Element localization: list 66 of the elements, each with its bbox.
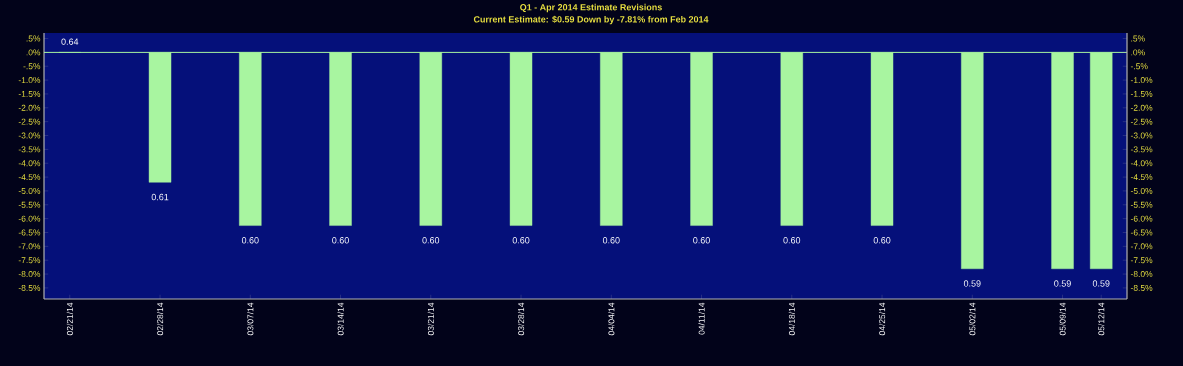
x-tick-label: 03/28/14 bbox=[517, 302, 525, 336]
x-tick-label: 03/21/14 bbox=[427, 302, 434, 336]
x-tick-label: 02/21/14 bbox=[66, 302, 73, 336]
y2-tick-label: -6.5% bbox=[1130, 229, 1153, 236]
annotation: 0.60 bbox=[512, 237, 530, 244]
annotation: 0.60 bbox=[422, 237, 440, 244]
y2-tick-label: -6.0% bbox=[1130, 215, 1153, 222]
y-tick-label: -6.5% bbox=[18, 229, 41, 236]
y2-tick-label: -7.5% bbox=[1130, 257, 1153, 264]
y2-tick-label: -5.5% bbox=[1130, 201, 1153, 208]
annotation: 0.60 bbox=[602, 237, 620, 244]
y2-tick-label: -2.5% bbox=[1130, 118, 1153, 125]
y2-tick-label: -5.0% bbox=[1130, 187, 1153, 194]
x-tick-label: 04/18/14 bbox=[788, 302, 795, 336]
x-tick-label: 05/12/14 bbox=[1098, 302, 1105, 336]
y2-tick-label: -3.5% bbox=[1130, 146, 1153, 153]
y-tick-label: -5.0% bbox=[18, 187, 41, 194]
y-tick-label: .5% bbox=[26, 35, 41, 42]
y2-tick-label: -1.0% bbox=[1130, 77, 1153, 84]
y2-tick-label: -1.5% bbox=[1130, 90, 1153, 97]
annotation: 0.61 bbox=[151, 193, 169, 201]
x-tick-label: 05/09/14 bbox=[1059, 302, 1066, 336]
y-tick-label: -3.5% bbox=[18, 146, 41, 153]
y2-tick-label: -.5% bbox=[1130, 63, 1148, 70]
annotation: 0.60 bbox=[783, 237, 801, 244]
x-tick-label: 05/02/14 bbox=[969, 302, 976, 336]
annotation: 0.64 bbox=[61, 38, 79, 45]
y2-tick-label: .0% bbox=[1131, 49, 1145, 56]
y2-tick-label: .5% bbox=[1131, 35, 1145, 42]
annotation: 0.60 bbox=[241, 237, 259, 244]
y-tick-label: -8.0% bbox=[18, 271, 41, 278]
y2-tick-label: -3.0% bbox=[1130, 132, 1153, 139]
y-tick-label: -4.5% bbox=[18, 174, 41, 181]
y2-tick-label: -2.0% bbox=[1130, 104, 1153, 111]
annotation: 0.59 bbox=[1092, 280, 1110, 287]
annotation: 0.60 bbox=[332, 237, 349, 244]
annotation: 0.60 bbox=[873, 237, 891, 244]
x-tick-label: 04/11/14 bbox=[698, 302, 705, 335]
y-tick-label: -6.0% bbox=[18, 215, 41, 222]
y-tick-label: -7.0% bbox=[18, 243, 41, 250]
y2-tick-label: -8.0% bbox=[1130, 271, 1153, 278]
y-tick-label: -5.5% bbox=[18, 201, 41, 208]
chart-title: Q1 - Apr 2014 Estimate Revisions bbox=[520, 3, 662, 13]
x-tick-label: 03/07/14 bbox=[247, 302, 254, 336]
y2-tick-label: -8.5% bbox=[1130, 284, 1153, 291]
x-tick-label: 04/04/14 bbox=[608, 302, 615, 336]
chart-subtitle: Current Estimate: $0.59 Down by -7.81% from Feb 2014 bbox=[473, 15, 709, 25]
y-tick-label: -3.0% bbox=[18, 132, 41, 139]
y2-tick-label: -4.0% bbox=[1130, 160, 1153, 167]
y-tick-label: -2.0% bbox=[18, 104, 41, 111]
annotation: 0.59 bbox=[963, 280, 981, 287]
annotation: 0.60 bbox=[693, 237, 710, 244]
y2-tick-label: -4.5% bbox=[1130, 174, 1153, 181]
y-tick-label: -1.5% bbox=[18, 90, 41, 97]
y-tick-label: -.5% bbox=[23, 63, 41, 70]
annotation: 0.59 bbox=[1054, 280, 1071, 287]
y-tick-label: -8.5% bbox=[18, 284, 41, 291]
x-tick-label: 03/14/14 bbox=[337, 302, 344, 336]
x-tick-label: 02/28/14 bbox=[156, 302, 164, 336]
y-tick-label: -4.0% bbox=[18, 160, 41, 167]
y2-tick-label: -7.0% bbox=[1130, 243, 1153, 250]
x-tick-label: 04/25/14 bbox=[878, 302, 886, 336]
y-tick-label: .0% bbox=[26, 49, 41, 56]
y-tick-label: -7.5% bbox=[18, 257, 41, 264]
y-tick-label: -2.5% bbox=[18, 118, 41, 125]
y-tick-label: -1.0% bbox=[18, 77, 41, 84]
